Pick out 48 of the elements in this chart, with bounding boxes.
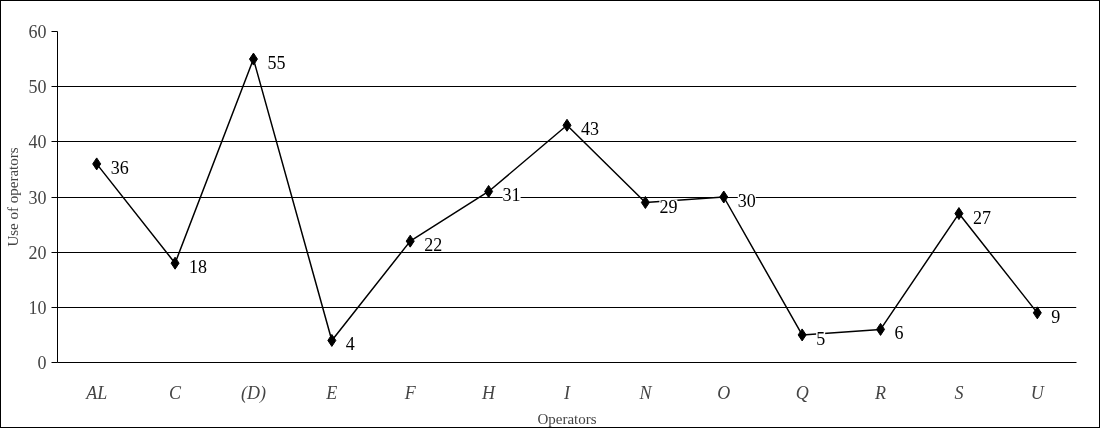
x-tick-label: Q: [795, 382, 809, 403]
x-tick-label: E: [325, 382, 338, 403]
point: [719, 190, 729, 204]
x-tick-label: O: [717, 382, 731, 403]
data-label: 6: [894, 323, 904, 344]
x-tick-label: N: [638, 382, 653, 403]
point: [562, 118, 572, 132]
data-label: 30: [737, 191, 756, 211]
y-tick-label: 50: [28, 77, 47, 98]
data-label: 43: [581, 119, 599, 140]
point: [954, 207, 964, 221]
data-label: 22: [424, 235, 443, 256]
y-tick-label: 0: [37, 353, 47, 373]
data-label: 55: [267, 53, 286, 74]
y-tick-label: 30: [28, 187, 47, 208]
point: [1032, 306, 1042, 320]
data-label: 9: [1051, 306, 1061, 327]
point: [640, 196, 650, 210]
x-tick-label: F: [403, 382, 417, 403]
data-label: 36: [110, 157, 129, 178]
y-tick-label: 20: [28, 242, 47, 263]
x-tick-label: S: [954, 382, 964, 403]
x-tick-label: U: [1030, 382, 1045, 403]
point: [484, 184, 494, 198]
point: [405, 234, 415, 248]
point: [92, 157, 102, 171]
point: [170, 256, 180, 270]
y-tick-label: 40: [28, 132, 47, 153]
x-tick-label: R: [874, 382, 887, 403]
data-label: 4: [345, 334, 355, 355]
x-tick-label: I: [563, 382, 571, 403]
data-label: 31: [502, 185, 521, 206]
y-tick-label: 10: [28, 297, 47, 318]
data-label: 27: [972, 207, 991, 228]
point: [797, 328, 807, 342]
x-tick-label: AL: [85, 382, 108, 403]
point: [327, 333, 337, 347]
data-label: 18: [189, 257, 208, 278]
y-axis-title: Use of operators: [4, 147, 21, 247]
data-label: 5: [816, 328, 826, 349]
data-label: 29: [659, 196, 678, 217]
x-tick-label: H: [481, 382, 497, 403]
point: [876, 322, 886, 336]
x-tick-label: C: [169, 382, 183, 403]
y-tick-label: 60: [28, 22, 47, 42]
x-tick-label: (D): [240, 382, 266, 404]
point: [248, 52, 258, 66]
x-axis-title: Operators: [537, 410, 597, 427]
